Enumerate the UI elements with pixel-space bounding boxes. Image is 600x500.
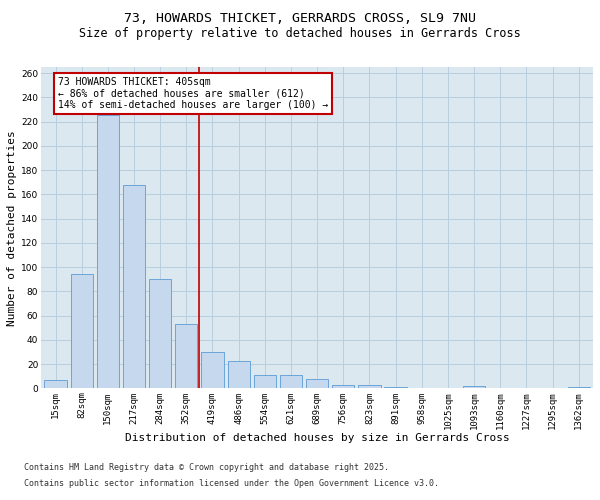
Bar [332, 385, 355, 388]
Bar [175, 324, 197, 388]
Text: Contains public sector information licensed under the Open Government Licence v3: Contains public sector information licen… [24, 478, 439, 488]
Bar [71, 274, 93, 388]
Text: Size of property relative to detached houses in Gerrards Cross: Size of property relative to detached ho… [79, 28, 521, 40]
Bar [149, 280, 171, 388]
Y-axis label: Number of detached properties: Number of detached properties [7, 130, 17, 326]
X-axis label: Distribution of detached houses by size in Gerrards Cross: Distribution of detached houses by size … [125, 433, 509, 443]
Bar [306, 379, 328, 388]
Text: 73, HOWARDS THICKET, GERRARDS CROSS, SL9 7NU: 73, HOWARDS THICKET, GERRARDS CROSS, SL9… [124, 12, 476, 26]
Bar [463, 386, 485, 388]
Bar [97, 116, 119, 388]
Bar [44, 380, 67, 388]
Bar [202, 352, 224, 389]
Bar [254, 375, 276, 388]
Bar [358, 385, 380, 388]
Bar [280, 375, 302, 388]
Text: 73 HOWARDS THICKET: 405sqm
← 86% of detached houses are smaller (612)
14% of sem: 73 HOWARDS THICKET: 405sqm ← 86% of deta… [58, 76, 328, 110]
Bar [123, 184, 145, 388]
Text: Contains HM Land Registry data © Crown copyright and database right 2025.: Contains HM Land Registry data © Crown c… [24, 464, 389, 472]
Bar [227, 360, 250, 388]
